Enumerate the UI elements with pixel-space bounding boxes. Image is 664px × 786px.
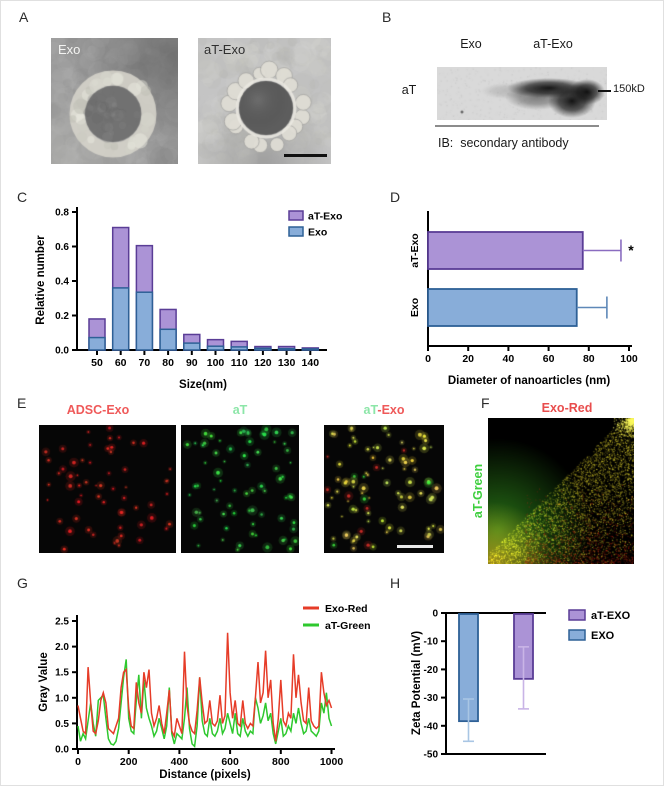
svg-text:Relative number: Relative number <box>35 235 47 325</box>
coloc-side-label: aT-Green <box>471 463 485 519</box>
svg-text:Exo-Red: Exo-Red <box>325 603 368 615</box>
svg-text:Distance (pixels): Distance (pixels) <box>159 769 251 781</box>
svg-text:Zeta Potential (mV): Zeta Potential (mV) <box>411 631 423 735</box>
svg-text:Gray Value: Gray Value <box>38 652 50 711</box>
svg-text:-20: -20 <box>424 665 439 676</box>
panel-a-label: A <box>19 9 29 25</box>
svg-text:400: 400 <box>171 756 189 768</box>
svg-text:0.4: 0.4 <box>55 277 69 288</box>
svg-text:0.0: 0.0 <box>55 745 69 756</box>
svg-text:Exo: Exo <box>409 298 421 317</box>
svg-text:aT-EXO: aT-EXO <box>591 610 631 622</box>
svg-text:aT-Green: aT-Green <box>325 620 371 632</box>
fluor-title-at-exo-green: aT <box>363 403 378 417</box>
scale-bar <box>284 154 327 157</box>
svg-text:-40: -40 <box>424 721 439 732</box>
fluor-image-at <box>181 425 299 553</box>
panel-f-label: F <box>481 395 490 411</box>
svg-text:0: 0 <box>425 353 431 365</box>
svg-text:40: 40 <box>503 353 515 365</box>
fluor-title-at-exo: aT-Exo <box>334 403 434 417</box>
svg-text:800: 800 <box>272 756 290 768</box>
western-blot-image <box>437 67 607 120</box>
fluor-scale-bar <box>397 545 433 548</box>
svg-text:120: 120 <box>254 357 272 369</box>
svg-text:*: * <box>628 242 634 258</box>
zeta-potential-chart: 0 -10 -20 -30 -40 -50 aT-EXO EXO Zeta Potential … <box>411 609 631 761</box>
gray-value-profile-chart: 0.0 0.5 1.0 1.5 2.0 2.5 0 200 400 600 800 1000 Exo-R… <box>38 603 371 781</box>
svg-text:0.5: 0.5 <box>55 719 69 730</box>
svg-text:110: 110 <box>231 357 248 369</box>
svg-text:2.0: 2.0 <box>55 642 69 653</box>
svg-text:0.0: 0.0 <box>55 346 69 357</box>
marker-dash <box>598 90 611 92</box>
svg-text:130: 130 <box>278 357 296 369</box>
size-distribution-chart: 0.0 0.2 0.4 0.6 0.8 50 60 70 80 90 100 110 120 130 140… <box>35 207 342 391</box>
svg-text:-30: -30 <box>424 693 439 704</box>
svg-text:1.5: 1.5 <box>55 668 69 679</box>
svg-text:80: 80 <box>162 357 174 369</box>
fluor-image-at-exo <box>324 425 444 553</box>
svg-text:60: 60 <box>543 353 555 365</box>
blot-caption: IB: secondary antibody <box>438 136 569 150</box>
svg-text:aT-Exo: aT-Exo <box>308 211 342 223</box>
blot-lane-exo: Exo <box>460 37 482 51</box>
svg-text:600: 600 <box>221 756 239 768</box>
em-image-atexo <box>198 38 331 164</box>
panel-g-label: G <box>17 575 28 591</box>
svg-text:70: 70 <box>139 357 151 369</box>
svg-text:60: 60 <box>115 357 127 369</box>
em-image-atexo-label: aT-Exo <box>204 42 246 57</box>
svg-text:50: 50 <box>91 357 103 369</box>
svg-text:2.5: 2.5 <box>55 617 69 628</box>
svg-text:-10: -10 <box>424 637 439 648</box>
colocalization-scatter <box>488 418 634 564</box>
svg-text:140: 140 <box>302 357 320 369</box>
em-image-exo <box>51 38 178 164</box>
fluor-image-adsc-exo <box>39 425 176 553</box>
blot-lane-atexo: aT-Exo <box>533 37 573 51</box>
svg-text:0: 0 <box>432 609 438 620</box>
panel-e-label: E <box>17 395 27 411</box>
svg-text:0.6: 0.6 <box>55 242 69 253</box>
fluor-title-at: aT <box>232 403 248 417</box>
panel-c-label: C <box>17 189 28 205</box>
svg-text:Exo: Exo <box>308 227 327 239</box>
fluor-title-adsc-exo: ADSC-Exo <box>66 403 130 417</box>
svg-text:90: 90 <box>186 357 198 369</box>
blot-row-label: aT <box>401 83 417 97</box>
fluor-title-at-exo-red: -Exo <box>377 403 405 417</box>
svg-text:20: 20 <box>462 353 474 365</box>
panel-h-label: H <box>390 575 401 591</box>
svg-text:80: 80 <box>583 353 595 365</box>
svg-text:100: 100 <box>207 357 225 369</box>
svg-text:1000: 1000 <box>320 756 344 768</box>
svg-text:0: 0 <box>75 756 81 768</box>
svg-text:-50: -50 <box>424 750 439 761</box>
panel-b-label: B <box>382 9 392 25</box>
svg-text:100: 100 <box>620 353 638 365</box>
svg-text:EXO: EXO <box>591 630 615 642</box>
svg-text:0.8: 0.8 <box>55 208 69 219</box>
marker-label: 150kD <box>613 83 645 95</box>
svg-text:aT-Exo: aT-Exo <box>409 233 421 267</box>
panel-d-label: D <box>390 189 401 205</box>
svg-text:200: 200 <box>120 756 138 768</box>
em-image-exo-label: Exo <box>58 42 81 57</box>
blot-underline <box>435 125 599 127</box>
svg-text:0.2: 0.2 <box>55 311 69 322</box>
svg-text:1.0: 1.0 <box>55 693 69 704</box>
coloc-title: Exo-Red <box>541 401 593 415</box>
svg-text:Diameter of nanoarticles (nm): Diameter of nanoarticles (nm) <box>448 375 610 387</box>
svg-text:Size(nm): Size(nm) <box>179 379 227 391</box>
diameter-chart: 0 20 40 60 80 100 aT-Exo Exo * Diameter of nanoar… <box>409 211 638 387</box>
